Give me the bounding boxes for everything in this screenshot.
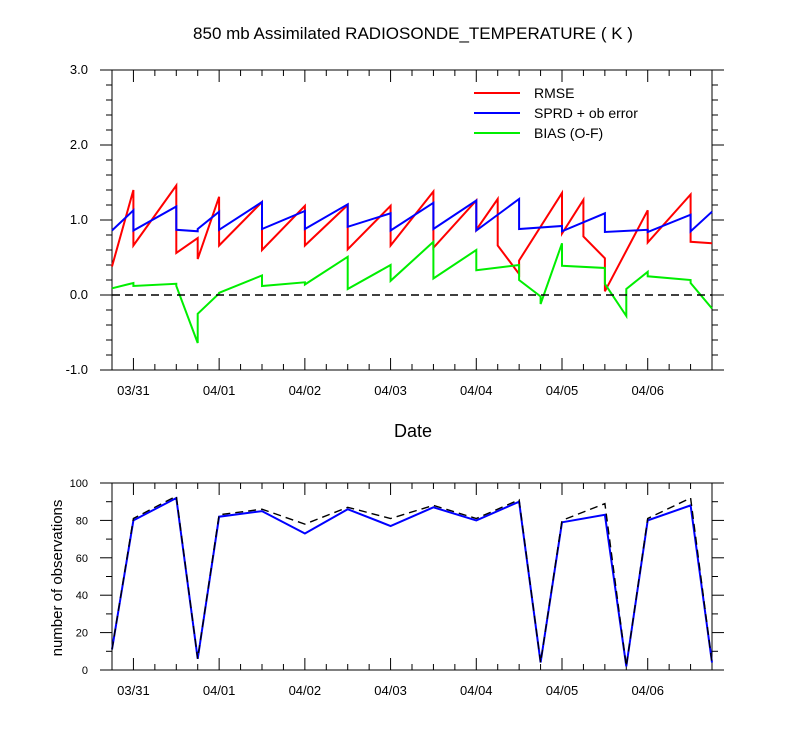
top-series-lines bbox=[111, 182, 713, 344]
bottom-ytick-label: 20 bbox=[76, 628, 88, 640]
top-ytick-label: 3.0 bbox=[70, 62, 88, 77]
top-xtick-label: 04/02 bbox=[289, 383, 322, 398]
legend: RMSE SPRD + ob error BIAS (O-F) bbox=[474, 85, 638, 141]
bottom-ytick-label: 40 bbox=[76, 590, 88, 602]
bottom-xtick-label: 04/05 bbox=[546, 683, 579, 698]
observation-count-panel: 03/31 04/01 04/02 04/03 04/04 04/05 04/06 0 20 40… bbox=[70, 478, 724, 698]
bottom-ytick-label: 100 bbox=[70, 478, 88, 490]
top-xtick-label: 04/03 bbox=[374, 383, 407, 398]
legend-label: RMSE bbox=[534, 85, 574, 101]
bottom-ytick-label: 60 bbox=[76, 553, 88, 565]
top-ytick-label: 0.0 bbox=[70, 287, 88, 302]
bottom-xtick-label: 04/02 bbox=[289, 683, 322, 698]
top-xtick-label: 04/06 bbox=[631, 383, 664, 398]
bottom-xtick-label: 03/31 bbox=[117, 683, 150, 698]
top-axis-ticks: 03/31 04/01 04/02 04/03 04/04 04/05 04/06 -1.0 0… bbox=[66, 62, 724, 398]
bottom-axis-ticks: 03/31 04/01 04/02 04/03 04/04 04/05 04/06 0 20 40… bbox=[70, 478, 724, 698]
rmse-spread-bias-panel: 03/31 04/01 04/02 04/03 04/04 04/05 04/06 -1.0 0… bbox=[66, 62, 724, 398]
bottom-xtick-label: 04/04 bbox=[460, 683, 493, 698]
series-sprd-ob-error-line bbox=[111, 197, 713, 234]
top-xtick-label: 04/05 bbox=[546, 383, 579, 398]
top-ytick-label: -1.0 bbox=[66, 362, 88, 377]
top-xtick-label: 03/31 bbox=[117, 383, 150, 398]
bottom-ytick-label: 0 bbox=[82, 665, 88, 677]
series-observations-possible-line bbox=[111, 495, 713, 667]
y-axis-label-observations: number of observations bbox=[49, 500, 66, 657]
series-rmse-line bbox=[111, 182, 713, 292]
bottom-xtick-label: 04/06 bbox=[631, 683, 664, 698]
bottom-xtick-label: 04/01 bbox=[203, 683, 236, 698]
bottom-ytick-label: 80 bbox=[76, 515, 88, 527]
series-bias-o-f-line bbox=[111, 239, 713, 344]
legend-label: SPRD + ob error bbox=[534, 105, 638, 121]
legend-label: BIAS (O-F) bbox=[534, 125, 603, 141]
top-xtick-label: 04/01 bbox=[203, 383, 236, 398]
chart-title: 850 mb Assimilated RADIOSONDE_TEMPERATUR… bbox=[193, 24, 633, 43]
x-axis-label: Date bbox=[394, 421, 432, 441]
top-ytick-label: 2.0 bbox=[70, 137, 88, 152]
bottom-series-lines bbox=[111, 495, 713, 667]
top-xtick-label: 04/04 bbox=[460, 383, 493, 398]
series-observations-used-line bbox=[111, 496, 713, 667]
top-ytick-label: 1.0 bbox=[70, 212, 88, 227]
bottom-xtick-label: 04/03 bbox=[374, 683, 407, 698]
